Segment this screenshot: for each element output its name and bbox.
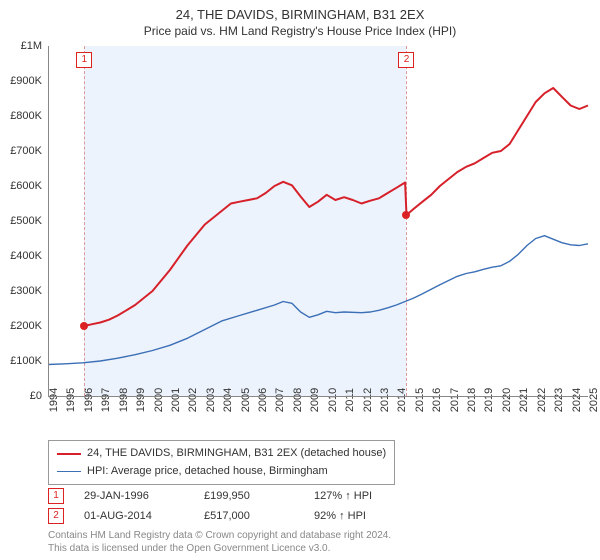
legend-item: HPI: Average price, detached house, Birm… (57, 463, 386, 481)
series-line (84, 88, 588, 326)
sale-price: £199,950 (204, 490, 294, 502)
legend-swatch (57, 471, 81, 472)
y-tick-label: £900K (10, 75, 42, 87)
y-tick-label: £400K (10, 250, 42, 262)
legend-box: 24, THE DAVIDS, BIRMINGHAM, B31 2EX (det… (48, 440, 395, 485)
sale-price: £517,000 (204, 510, 294, 522)
sale-row: 2 01-AUG-2014 £517,000 92% ↑ HPI (48, 506, 414, 526)
legend-label: HPI: Average price, detached house, Birm… (87, 463, 328, 481)
sale-vs_hpi: 127% ↑ HPI (314, 490, 414, 502)
y-tick-label: £300K (10, 285, 42, 297)
sale-row: 1 29-JAN-1996 £199,950 127% ↑ HPI (48, 486, 414, 506)
y-tick-label: £0 (30, 390, 42, 402)
y-tick-label: £600K (10, 180, 42, 192)
sales-table: 1 29-JAN-1996 £199,950 127% ↑ HPI 2 01-AUG-20… (48, 486, 414, 526)
chart-title: 24, THE DAVIDS, BIRMINGHAM, B31 2EX (0, 0, 600, 24)
y-tick-label: £700K (10, 145, 42, 157)
footer-line-2: This data is licensed under the Open Gov… (48, 543, 391, 556)
legend-swatch (57, 453, 81, 455)
chart-subtitle: Price paid vs. HM Land Registry's House … (0, 24, 600, 40)
y-tick-label: £1M (21, 40, 42, 52)
y-axis-line (48, 46, 49, 396)
y-tick-label: £800K (10, 110, 42, 122)
x-tick-label: 2025 (588, 388, 600, 412)
x-axis-line (48, 396, 588, 397)
footer-line-1: Contains HM Land Registry data © Crown c… (48, 530, 391, 543)
legend-label: 24, THE DAVIDS, BIRMINGHAM, B31 2EX (det… (87, 445, 386, 463)
sale-vs_hpi: 92% ↑ HPI (314, 510, 414, 522)
attribution-footer: Contains HM Land Registry data © Crown c… (48, 530, 391, 555)
y-tick-label: £500K (10, 215, 42, 227)
legend-item: 24, THE DAVIDS, BIRMINGHAM, B31 2EX (det… (57, 445, 386, 463)
y-tick-label: £200K (10, 320, 42, 332)
sale-date: 01-AUG-2014 (84, 510, 184, 522)
y-tick-label: £100K (10, 355, 42, 367)
sale-date: 29-JAN-1996 (84, 490, 184, 502)
chart-area: £0£100K£200K£300K£400K£500K£600K£700K£80… (48, 46, 588, 396)
line-plot (48, 46, 588, 396)
chart-container: 24, THE DAVIDS, BIRMINGHAM, B31 2EX Pric… (0, 0, 600, 560)
sale-marker-badge: 2 (48, 508, 64, 524)
sale-marker-badge: 1 (48, 488, 64, 504)
series-line (48, 236, 588, 365)
